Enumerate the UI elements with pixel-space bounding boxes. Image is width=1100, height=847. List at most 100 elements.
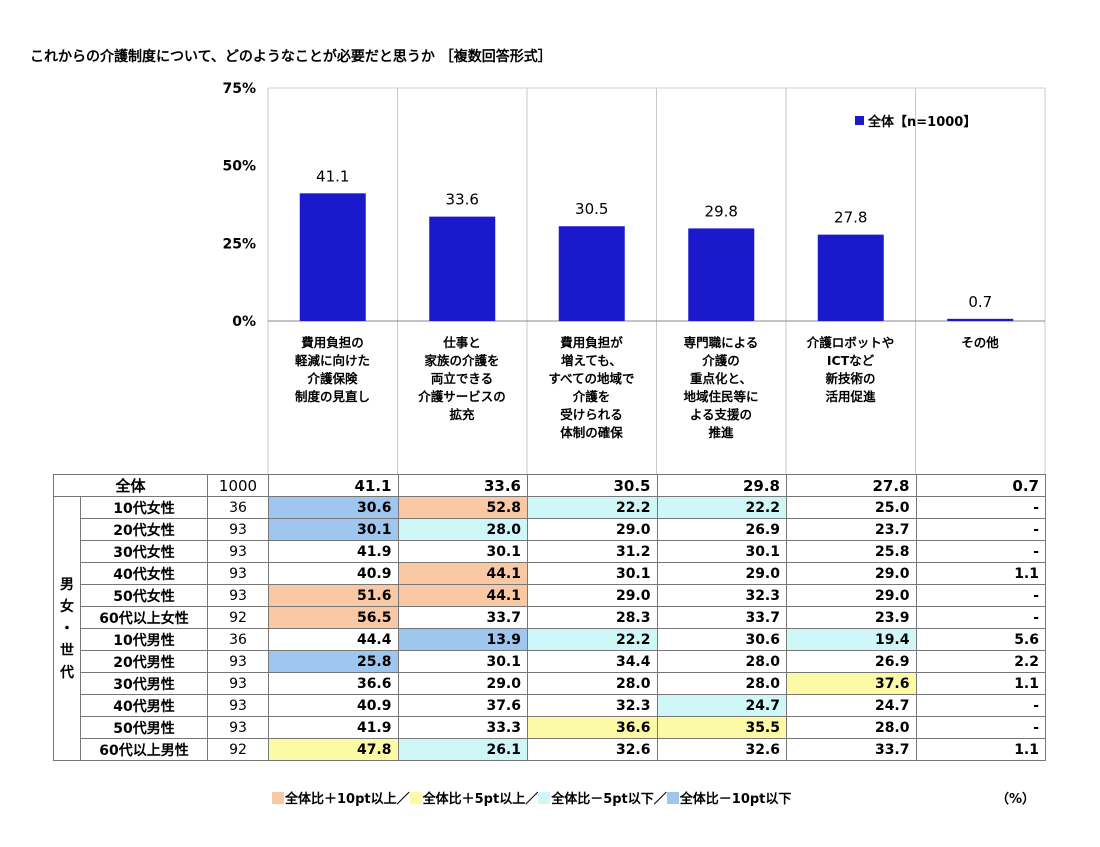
table-row: 50代女性 93 51.6 44.1 29.0 32.3 29.0-	[54, 584, 1046, 607]
table-cell: -	[915, 496, 1046, 519]
row-label: 30代女性	[80, 540, 208, 563]
row-label: 40代女性	[80, 562, 208, 585]
category-header-line: 費用負担が	[560, 335, 623, 350]
table-cell: 24.7	[656, 694, 787, 717]
group-label-char: 代	[60, 664, 74, 681]
group-label-char: 男	[60, 576, 74, 593]
table-cell: 28.0	[786, 716, 917, 739]
highlight-label: 全体比＋10pt以上／	[285, 792, 410, 807]
table-cell: 31.2	[527, 540, 658, 563]
table-row: 60代以上女性 92 56.5 33.7 28.3 33.7 23.9-	[54, 606, 1046, 629]
table-cell: 26.9	[786, 650, 917, 673]
table-cell: 28.0	[656, 672, 787, 695]
table-cell: 22.2	[527, 628, 658, 651]
table-cell: 28.3	[527, 606, 658, 629]
unit-label: （%）	[996, 792, 1036, 807]
table-cell: 29.8	[656, 474, 787, 497]
category-header-line: すべての地域で	[548, 371, 635, 386]
y-tick-label: 75%	[222, 81, 256, 97]
table-cell: 22.2	[527, 496, 658, 519]
bar	[558, 226, 625, 321]
table-cell: 29.0	[397, 672, 528, 695]
table-row: 40代男性 93 40.9 37.6 32.3 24.7 24.7-	[54, 694, 1046, 717]
sample-size: 36	[207, 628, 269, 651]
category-header: 介護ロボットや ICTなど 新技術の 活用促進	[786, 334, 915, 406]
table-cell: 33.7	[786, 738, 917, 761]
group-label-char: 女	[60, 598, 74, 615]
category-header-line: 増えても、	[561, 353, 622, 368]
sample-size: 93	[207, 716, 269, 739]
bar	[429, 216, 496, 321]
crosstab-table: 全体 1000 41.1 33.6 30.5 29.8 27.8 0.7 男女・世代 10代女性 3…	[53, 474, 1046, 761]
table-cell: 33.7	[656, 606, 787, 629]
table-cell: 0.7	[915, 474, 1046, 497]
table-cell: 32.6	[656, 738, 787, 761]
sample-size: 93	[207, 650, 269, 673]
table-cell: 29.0	[786, 562, 917, 585]
bar	[817, 234, 884, 321]
sample-size: 36	[207, 496, 269, 519]
legend-label: 全体【n=1000】	[867, 114, 976, 130]
sample-size: 1000	[207, 474, 269, 497]
table-cell: 30.1	[527, 562, 658, 585]
category-header-line: 新技術の	[825, 371, 876, 386]
category-header-line: 費用負担の	[301, 335, 364, 350]
table-cell: 30.1	[397, 540, 528, 563]
category-header-line: 両立できる	[430, 371, 494, 386]
row-label: 50代女性	[80, 584, 208, 607]
bar	[947, 318, 1014, 321]
table-row: 10代男性 36 44.4 13.9 22.2 30.6 19.4 5.6	[54, 628, 1046, 651]
table-cell: 23.9	[786, 606, 917, 629]
table-cell: 40.9	[268, 562, 399, 585]
row-label: 60代以上男性	[80, 738, 208, 761]
table-cell: 52.8	[397, 496, 528, 519]
table-cell: 33.7	[397, 606, 528, 629]
table-cell: 41.9	[268, 716, 399, 739]
table-row: 50代男性 93 41.9 33.3 36.6 35.5 28.0-	[54, 716, 1046, 739]
table-cell: 44.4	[268, 628, 399, 651]
row-label: 60代以上女性	[80, 606, 208, 629]
table-cell: 36.6	[268, 672, 399, 695]
table-cell: 29.0	[527, 584, 658, 607]
category-header-line: 拡充	[449, 407, 475, 422]
bar-value-label: 0.7	[968, 293, 992, 311]
bar-value-label: 27.8	[834, 209, 867, 227]
table-cell: 23.7	[786, 518, 917, 541]
sample-size: 93	[207, 518, 269, 541]
highlight-label: 全体比＋5pt以上／	[422, 792, 539, 807]
table-cell: 37.6	[397, 694, 528, 717]
table-cell: 29.0	[786, 584, 917, 607]
bar	[299, 193, 366, 321]
table-cell: 29.0	[527, 518, 658, 541]
row-label: 10代女性	[80, 496, 208, 519]
table-cell: -	[915, 606, 1046, 629]
row-label: 30代男性	[80, 672, 208, 695]
table-cell: -	[915, 518, 1046, 541]
category-header-line: 介護サービスの	[418, 389, 506, 404]
table-cell: 35.5	[656, 716, 787, 739]
table-cell: 28.0	[527, 672, 658, 695]
sample-size: 93	[207, 694, 269, 717]
category-header-line: 介護ロボットや	[806, 335, 895, 350]
table-cell: 34.4	[527, 650, 658, 673]
table-cell: 1.1	[915, 562, 1046, 585]
table-row: 30代男性 93 36.6 29.0 28.0 28.0 37.6 1.1	[54, 672, 1046, 695]
category-header: 費用負担の 軽減に向けた 介護保険 制度の見直し	[268, 334, 397, 406]
table-row: 20代女性 93 30.1 28.0 29.0 26.9 23.7-	[54, 518, 1046, 541]
table-cell: 30.5	[527, 474, 658, 497]
bar-value-label: 29.8	[705, 202, 738, 220]
highlight-label: 全体比－5pt以下／	[551, 792, 667, 807]
table-cell: 25.0	[786, 496, 917, 519]
table-cell: 26.9	[656, 518, 787, 541]
bar	[688, 228, 755, 321]
category-header-line: 介護の	[702, 353, 740, 368]
table-cell: 40.9	[268, 694, 399, 717]
highlight-swatch	[538, 792, 551, 804]
table-cell: 1.1	[915, 738, 1046, 761]
category-header-line: 重点化と、	[689, 371, 752, 386]
bar-chart: 0% 25% 50% 75% 41.1 33.6 30.5 29.8 27.8 0.7 全体【n=1…	[222, 81, 1046, 474]
sample-size: 93	[207, 584, 269, 607]
table-cell: 30.1	[656, 540, 787, 563]
table-cell: 41.1	[268, 474, 399, 497]
table-cell: 33.3	[397, 716, 528, 739]
